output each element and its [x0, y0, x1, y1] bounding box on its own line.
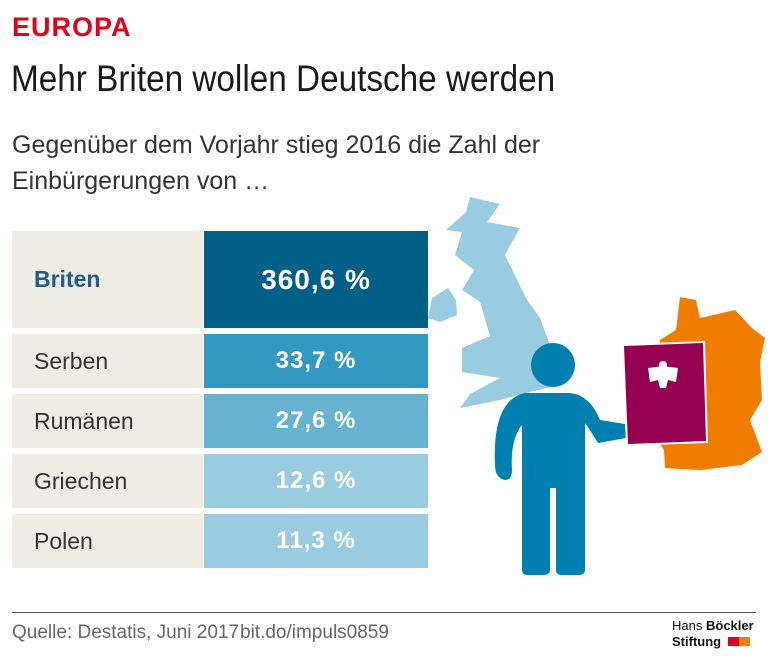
- eagle-icon: [648, 361, 678, 388]
- value-cell: 12,6 %: [204, 454, 428, 508]
- passport-icon: [622, 341, 708, 446]
- value-cell: 33,7 %: [204, 334, 428, 388]
- table-row: Rumänen 27,6 %: [12, 394, 428, 448]
- page-title: Mehr Briten wollen Deutsche werden: [11, 58, 556, 99]
- source-link[interactable]: bit.do/impuls0859: [240, 622, 389, 643]
- table-row: Griechen 12,6 %: [12, 454, 428, 508]
- country-label: Serben: [12, 334, 203, 388]
- uk-map: [446, 197, 560, 408]
- person-icon: [494, 343, 626, 575]
- source-text: Quelle: Destatis, Juni 2017: [12, 622, 240, 643]
- table-row: Polen 11,3 %: [12, 514, 428, 568]
- subtitle: Gegenüber dem Vorjahr stieg 2016 die Zah…: [12, 131, 541, 195]
- kicker: EUROPA: [12, 12, 132, 42]
- country-label: Griechen: [12, 454, 203, 508]
- value-cell: 11,3 %: [204, 514, 428, 568]
- country-label: Polen: [12, 514, 203, 568]
- value-cell: 360,6 %: [204, 231, 428, 328]
- country-label: Briten: [12, 231, 203, 328]
- ireland-map: [428, 288, 457, 322]
- value-cell: 27,6 %: [204, 394, 428, 448]
- hans-boeckler-logo: Hans Böckler Stiftung: [672, 618, 754, 649]
- country-label: Rumänen: [12, 394, 203, 448]
- footer-divider: [12, 612, 756, 613]
- table-row: Serben 33,7 %: [12, 334, 428, 388]
- table-row: Briten 360,6 %: [12, 231, 428, 328]
